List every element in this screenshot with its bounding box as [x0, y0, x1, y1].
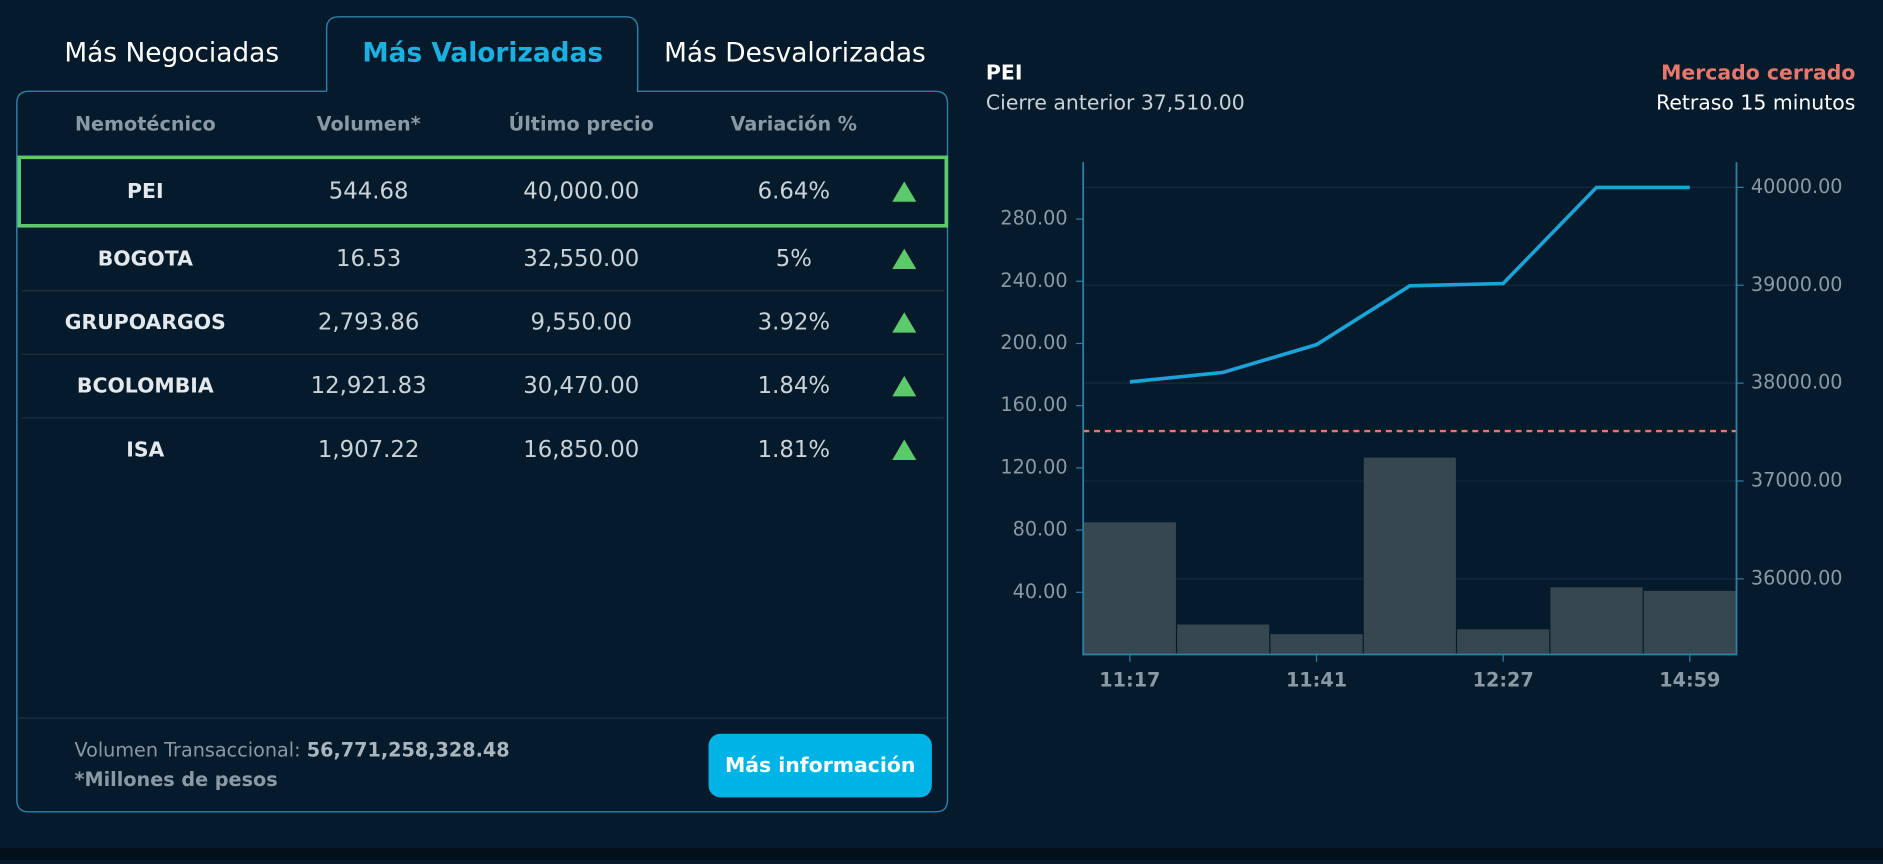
market-status: Mercado cerrado — [1661, 60, 1855, 84]
note: *Millones de pesos — [74, 768, 277, 791]
bar — [1083, 522, 1176, 655]
ticker: ISA — [126, 437, 164, 461]
y2-tick-label: 40000.00 — [1751, 175, 1843, 198]
chart-subtitle: Cierre anterior 37,510.00 — [986, 90, 1245, 114]
volume-value: 56,771,258,328.48 — [307, 738, 510, 761]
column-header: Último precio — [509, 111, 654, 135]
chart: 36000.00 37000.00 38000.00 39000.00 40000.00… — [1000, 162, 1843, 691]
cell: 9,550.00 — [530, 310, 632, 336]
x-tick-label: 11:41 — [1286, 668, 1347, 691]
volume: Volumen Transaccional: 56,771,258,328.48 — [74, 738, 509, 761]
cell: 2,793.86 — [318, 310, 420, 336]
y-tick-label: 240.00 — [1000, 269, 1067, 292]
up-arrow — [892, 312, 917, 333]
tab-active[interactable]: Más Valorizadas — [362, 38, 603, 69]
axes — [1082, 162, 1738, 656]
cell: 32,550.00 — [523, 246, 639, 272]
tab[interactable]: Más Negociadas — [64, 38, 279, 69]
x-tick-label: 12:27 — [1473, 668, 1534, 691]
line — [1129, 185, 1690, 384]
up-arrow — [892, 375, 917, 397]
row-highlight — [17, 155, 949, 228]
y-tick-label: 280.00 — [1000, 207, 1067, 230]
bar — [1270, 634, 1363, 655]
volume-label: Volumen Transaccional: — [74, 738, 300, 761]
y2-tick-label: 38000.00 — [1751, 371, 1843, 394]
column-header: Volumen* — [317, 112, 421, 135]
y2-tick-label: 39000.00 — [1751, 273, 1843, 296]
x-tick-label: 14:59 — [1659, 668, 1720, 691]
up-arrow — [892, 181, 917, 202]
cell: 1.81% — [758, 437, 830, 463]
cell: 3.92% — [758, 310, 830, 336]
y2-tick-label: 36000.00 — [1751, 566, 1843, 589]
table: Nemotécnico Volumen* Último precio Variació… — [17, 111, 949, 463]
up-arrow — [892, 248, 917, 270]
column-header: Nemotécnico — [75, 112, 216, 135]
ticker: BCOLOMBIA — [77, 374, 214, 398]
cell: 5% — [776, 246, 812, 272]
bar — [1363, 457, 1456, 655]
bar — [1177, 624, 1270, 655]
y-tick-label: 120.00 — [1000, 455, 1067, 478]
y-tick-label: 160.00 — [1000, 393, 1067, 416]
panel-border — [16, 16, 949, 813]
ticker: GRUPOARGOS — [65, 310, 226, 334]
bar — [1457, 629, 1550, 655]
cell: 6.64% — [758, 179, 830, 205]
cell: 12,921.83 — [311, 373, 427, 399]
chart-title: PEI — [986, 60, 1023, 84]
cell: 16,850.00 — [523, 437, 639, 463]
delay: Retraso 15 minutos — [1656, 90, 1855, 114]
ticker: BOGOTA — [98, 246, 193, 270]
button-label[interactable]: Más información — [725, 753, 915, 777]
button[interactable] — [708, 733, 932, 798]
x-tick-label: 11:17 — [1099, 668, 1160, 691]
y-tick-label: 200.00 — [1000, 331, 1067, 354]
cell: 40,000.00 — [523, 179, 639, 205]
cell: 30,470.00 — [523, 373, 639, 399]
bar — [1550, 587, 1643, 655]
y2-tick-label: 37000.00 — [1751, 468, 1843, 491]
up-arrow — [892, 439, 917, 460]
y-tick-label: 40.00 — [1013, 580, 1068, 603]
cell: 16.53 — [336, 246, 401, 272]
column-header: Variación % — [731, 112, 858, 135]
cell: 1.84% — [758, 373, 830, 399]
y-tick-label: 80.00 — [1013, 518, 1068, 541]
bar — [1643, 590, 1736, 655]
ticker: PEI — [127, 179, 164, 203]
cell: 544.68 — [329, 179, 409, 205]
bottom-strip — [0, 847, 1883, 862]
tab[interactable]: Más Desvalorizadas — [664, 38, 926, 69]
cell: 1,907.22 — [318, 437, 420, 463]
